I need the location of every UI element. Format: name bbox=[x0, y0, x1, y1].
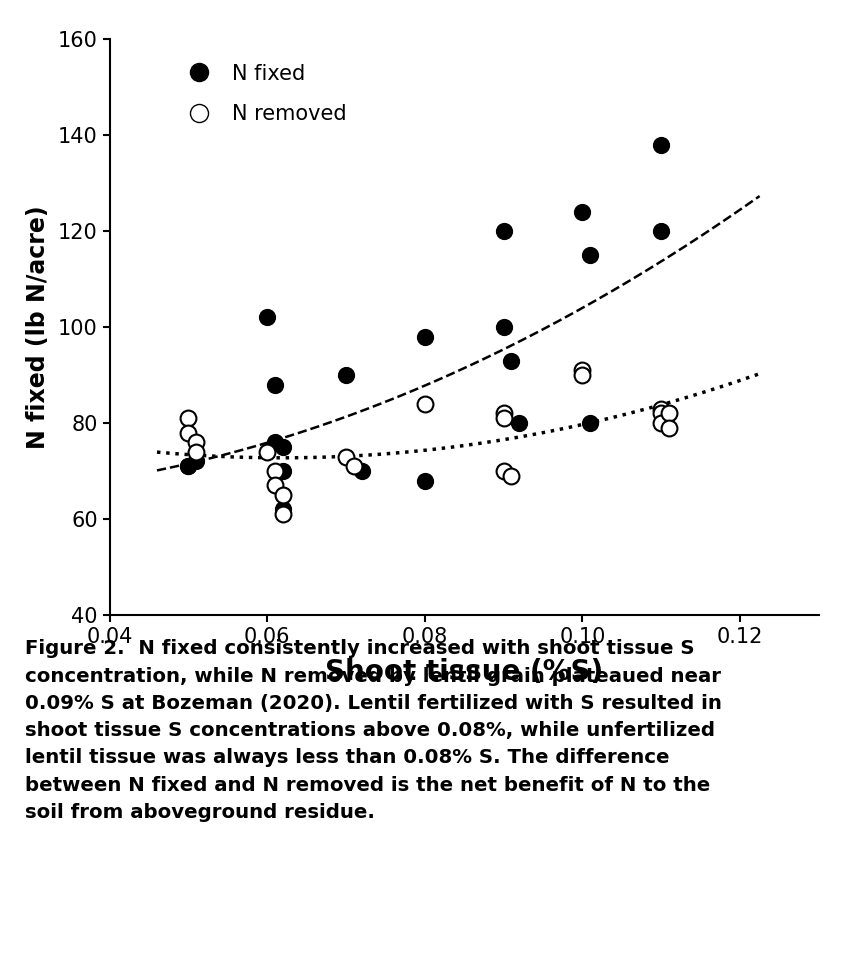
Point bbox=[663, 406, 676, 422]
Point bbox=[268, 464, 282, 479]
Point bbox=[576, 367, 589, 383]
Point bbox=[512, 415, 526, 430]
Point bbox=[654, 224, 668, 239]
Point bbox=[276, 487, 289, 503]
Point bbox=[339, 449, 353, 465]
Point bbox=[576, 204, 589, 220]
Point bbox=[505, 352, 518, 368]
Point bbox=[181, 459, 195, 474]
Point bbox=[355, 464, 369, 479]
Point bbox=[497, 464, 511, 479]
Point bbox=[339, 367, 353, 383]
Point bbox=[418, 329, 431, 345]
Point bbox=[276, 439, 289, 455]
Point bbox=[418, 396, 431, 412]
Point bbox=[190, 454, 203, 469]
Point bbox=[654, 401, 668, 417]
Point bbox=[497, 224, 511, 239]
Point bbox=[276, 464, 289, 479]
Point bbox=[418, 472, 431, 488]
Y-axis label: N fixed (lb N/acre): N fixed (lb N/acre) bbox=[25, 205, 50, 449]
Point bbox=[268, 434, 282, 450]
Point bbox=[663, 420, 676, 435]
Point bbox=[505, 468, 518, 483]
Point bbox=[268, 377, 282, 392]
Point bbox=[181, 459, 195, 474]
Point bbox=[497, 410, 511, 426]
Point bbox=[583, 247, 597, 263]
Text: Figure 2.  N fixed consistently increased with shoot tissue S
concentration, whi: Figure 2. N fixed consistently increased… bbox=[25, 639, 722, 822]
X-axis label: Shoot tissue (%S): Shoot tissue (%S) bbox=[325, 658, 603, 686]
Point bbox=[261, 444, 274, 460]
Point bbox=[276, 487, 289, 503]
Point bbox=[497, 406, 511, 422]
Point bbox=[654, 415, 668, 430]
Point bbox=[181, 410, 195, 426]
Point bbox=[276, 507, 289, 522]
Point bbox=[268, 477, 282, 493]
Point bbox=[497, 319, 511, 335]
Point bbox=[347, 459, 360, 474]
Point bbox=[654, 137, 668, 152]
Point bbox=[663, 406, 676, 422]
Point bbox=[276, 502, 289, 517]
Point bbox=[654, 406, 668, 422]
Point bbox=[190, 444, 203, 460]
Legend: N fixed, N removed: N fixed, N removed bbox=[170, 56, 355, 133]
Point bbox=[583, 415, 597, 430]
Point bbox=[181, 425, 195, 440]
Point bbox=[261, 309, 274, 325]
Point bbox=[576, 362, 589, 378]
Point bbox=[190, 434, 203, 450]
